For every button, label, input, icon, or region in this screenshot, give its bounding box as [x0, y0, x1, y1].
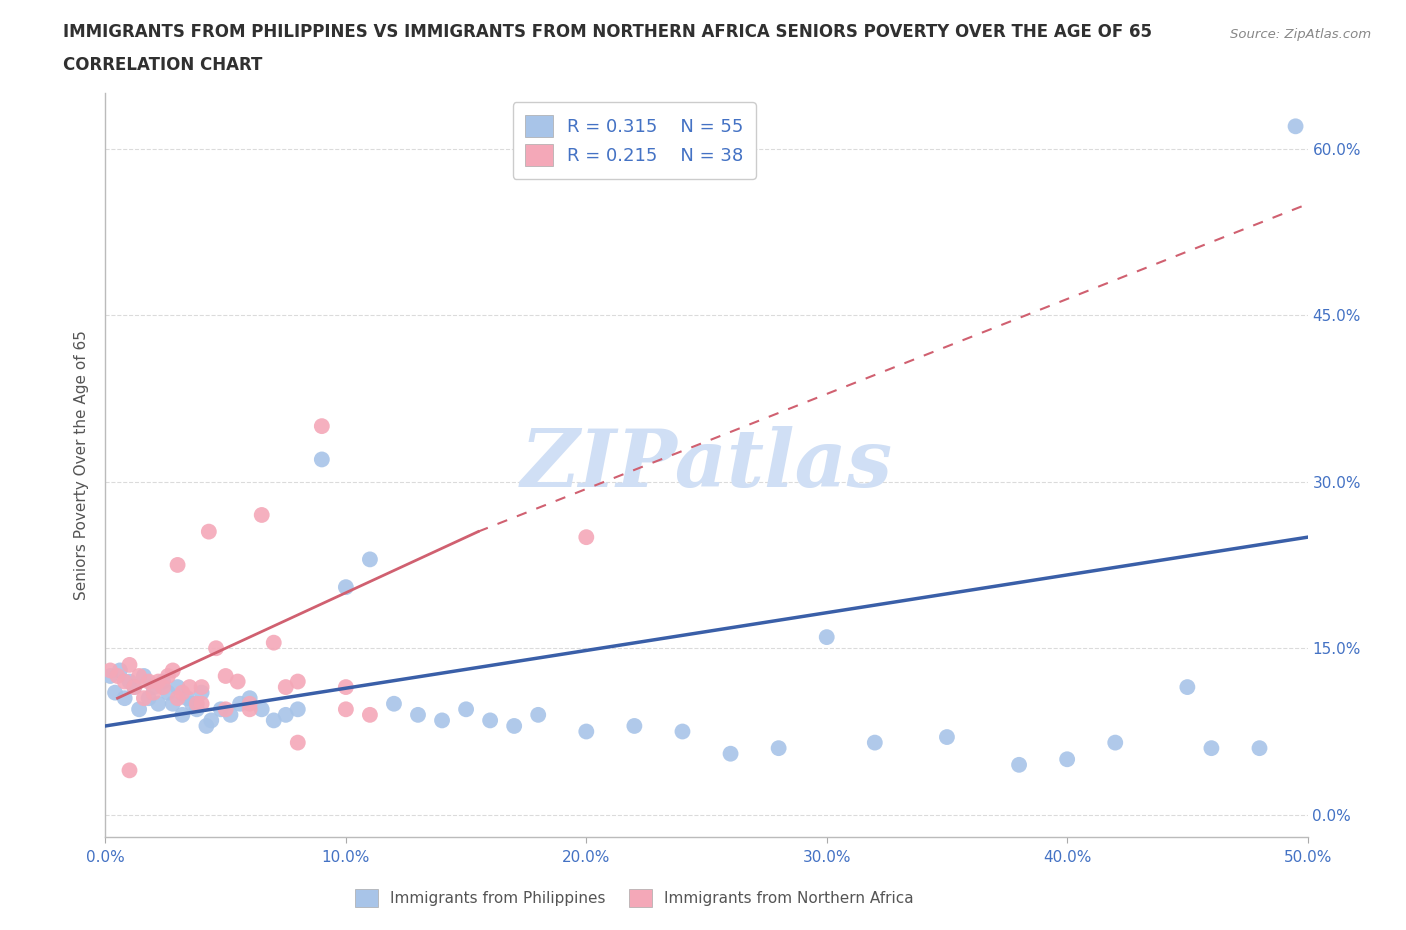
- Point: [118, 658, 141, 672]
- Point: [172, 685, 194, 700]
- Point: [166, 691, 188, 706]
- Point: [936, 730, 959, 745]
- Point: [430, 713, 453, 728]
- Point: [205, 641, 228, 656]
- Point: [359, 708, 381, 723]
- Point: [156, 669, 179, 684]
- Point: [575, 724, 598, 739]
- Y-axis label: Seniors Poverty Over the Age of 65: Seniors Poverty Over the Age of 65: [75, 330, 90, 600]
- Point: [287, 702, 309, 717]
- Point: [575, 530, 598, 545]
- Point: [1201, 740, 1223, 755]
- Point: [768, 740, 790, 755]
- Point: [156, 685, 179, 700]
- Point: [148, 674, 170, 689]
- Legend: Immigrants from Philippines, Immigrants from Northern Africa: Immigrants from Philippines, Immigrants …: [347, 881, 921, 915]
- Point: [124, 680, 146, 695]
- Point: [128, 702, 150, 717]
- Point: [1284, 119, 1306, 134]
- Point: [454, 702, 477, 717]
- Text: ZIPatlas: ZIPatlas: [520, 426, 893, 504]
- Point: [181, 697, 204, 711]
- Point: [162, 697, 184, 711]
- Point: [114, 691, 136, 706]
- Point: [250, 702, 273, 717]
- Point: [1175, 680, 1198, 695]
- Point: [118, 763, 141, 777]
- Point: [166, 557, 188, 572]
- Point: [527, 708, 550, 723]
- Point: [623, 719, 645, 734]
- Point: [179, 680, 201, 695]
- Point: [107, 669, 129, 684]
- Point: [209, 702, 232, 717]
- Point: [98, 669, 121, 684]
- Point: [406, 708, 429, 723]
- Point: [152, 680, 174, 695]
- Point: [148, 697, 170, 711]
- Point: [118, 674, 141, 689]
- Point: [239, 697, 262, 711]
- Point: [311, 418, 333, 433]
- Point: [104, 685, 127, 700]
- Point: [190, 685, 212, 700]
- Point: [287, 674, 309, 689]
- Point: [198, 525, 221, 539]
- Point: [200, 713, 222, 728]
- Point: [229, 697, 252, 711]
- Point: [263, 713, 285, 728]
- Point: [186, 697, 208, 711]
- Point: [503, 719, 526, 734]
- Text: CORRELATION CHART: CORRELATION CHART: [63, 56, 263, 73]
- Point: [274, 680, 297, 695]
- Point: [335, 579, 357, 594]
- Point: [132, 691, 155, 706]
- Point: [166, 680, 188, 695]
- Point: [114, 674, 136, 689]
- Point: [335, 702, 357, 717]
- Point: [152, 674, 174, 689]
- Point: [250, 508, 273, 523]
- Point: [1249, 740, 1271, 755]
- Point: [98, 663, 121, 678]
- Point: [124, 680, 146, 695]
- Text: IMMIGRANTS FROM PHILIPPINES VS IMMIGRANTS FROM NORTHERN AFRICA SENIORS POVERTY O: IMMIGRANTS FROM PHILIPPINES VS IMMIGRANT…: [63, 23, 1153, 41]
- Point: [190, 697, 212, 711]
- Point: [142, 680, 165, 695]
- Point: [239, 702, 262, 717]
- Point: [335, 680, 357, 695]
- Point: [132, 669, 155, 684]
- Point: [1056, 751, 1078, 766]
- Point: [1008, 757, 1031, 772]
- Point: [311, 452, 333, 467]
- Point: [138, 674, 160, 689]
- Point: [176, 691, 198, 706]
- Point: [359, 551, 381, 566]
- Point: [142, 685, 165, 700]
- Point: [172, 708, 194, 723]
- Point: [815, 630, 838, 644]
- Point: [128, 669, 150, 684]
- Point: [138, 691, 160, 706]
- Point: [479, 713, 502, 728]
- Point: [214, 702, 236, 717]
- Point: [108, 663, 131, 678]
- Point: [274, 708, 297, 723]
- Point: [263, 635, 285, 650]
- Point: [162, 663, 184, 678]
- Point: [863, 736, 886, 751]
- Point: [720, 746, 742, 761]
- Point: [214, 669, 236, 684]
- Point: [382, 697, 405, 711]
- Point: [219, 708, 242, 723]
- Point: [671, 724, 693, 739]
- Point: [1104, 736, 1126, 751]
- Point: [226, 674, 249, 689]
- Point: [287, 736, 309, 751]
- Point: [239, 691, 262, 706]
- Point: [195, 719, 218, 734]
- Text: Source: ZipAtlas.com: Source: ZipAtlas.com: [1230, 28, 1371, 41]
- Point: [186, 702, 208, 717]
- Point: [190, 680, 212, 695]
